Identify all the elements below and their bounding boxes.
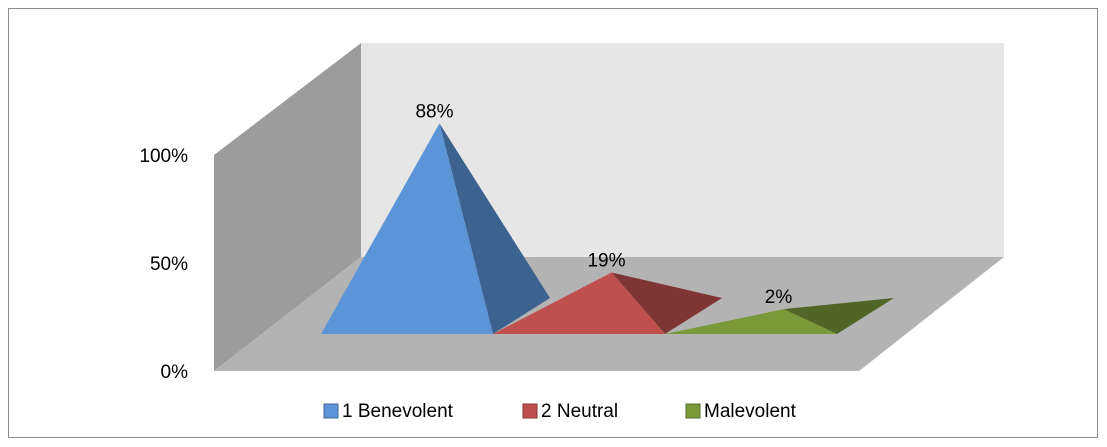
legend-swatch xyxy=(522,403,538,419)
pyramid-front-face xyxy=(321,123,493,335)
data-label: 88% xyxy=(415,101,453,122)
legend-label: 1 Benevolent xyxy=(342,401,454,422)
pyramid-front-face xyxy=(493,272,665,334)
pyramid-front-face xyxy=(665,309,837,334)
legend-swatch xyxy=(685,403,701,419)
pyramid-side-face xyxy=(783,298,894,334)
data-label: 19% xyxy=(587,250,625,271)
legend-label: Malevolent xyxy=(704,401,797,422)
y-tick-label: 0% xyxy=(161,362,189,383)
pyramid-1-benevolent xyxy=(321,123,550,335)
side-wall xyxy=(214,43,361,371)
chart-frame: 0% 50% 100% 88% 19% 2% 1 Benevolent 2 Neutral… xyxy=(8,8,1098,438)
y-axis-ticks: 0% 50% 100% xyxy=(139,146,188,383)
legend-label: 2 Neutral xyxy=(541,401,618,422)
y-tick-label: 100% xyxy=(139,146,188,167)
chart-marks xyxy=(321,123,894,335)
pyramid-chart: 0% 50% 100% 88% 19% 2% 1 Benevolent 2 Neutral… xyxy=(139,43,1004,422)
pyramid-side-face xyxy=(611,272,722,334)
legend-swatch xyxy=(323,403,339,419)
back-wall xyxy=(361,43,1004,257)
pyramid-side-face xyxy=(439,123,550,335)
data-label: 2% xyxy=(765,287,793,308)
data-labels: 88% 19% 2% xyxy=(415,101,792,308)
legend: 1 Benevolent 2 Neutral Malevolent xyxy=(323,401,797,422)
y-tick-label: 50% xyxy=(150,254,188,275)
pyramid-2-neutral xyxy=(493,272,722,334)
pyramid-malevolent xyxy=(665,298,894,334)
